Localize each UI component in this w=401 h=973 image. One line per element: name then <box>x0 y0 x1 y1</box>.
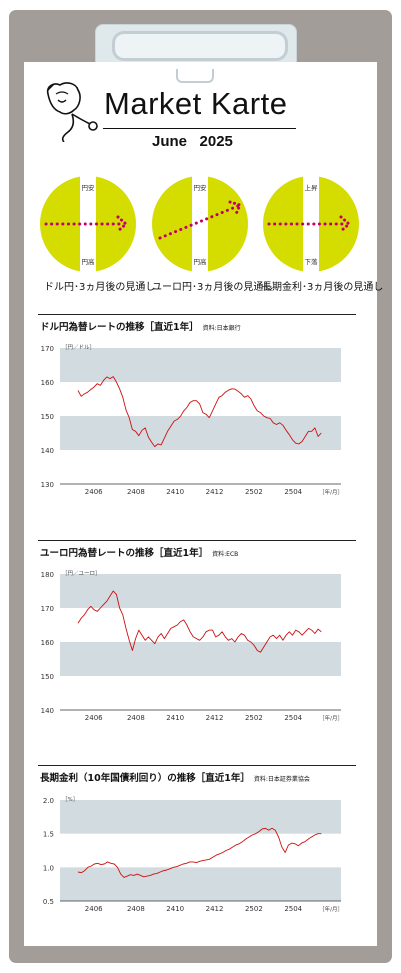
x-tick-label: 2502 <box>245 714 263 722</box>
y-tick-label: 140 <box>41 707 54 715</box>
chart-title-usdjpy: ドル円為替レートの推移［直近1年］ 資料:日本銀行 <box>40 319 241 333</box>
outlook-usdjpy: 円安 円高 <box>40 176 136 272</box>
y-tick-label: 130 <box>41 481 54 489</box>
outlook-eurjpy: 円安 円高 <box>152 176 248 272</box>
series-line <box>77 590 322 653</box>
series-line <box>77 827 322 878</box>
outlook-bottom-label: 円高 <box>194 257 208 266</box>
section-rule <box>38 540 356 541</box>
x-tick-label: 2406 <box>85 905 103 913</box>
outlook-arrow-flat <box>44 215 129 233</box>
x-unit-label: ［年/月］ <box>319 905 343 913</box>
outlook-top-label: 上昇 <box>305 183 319 192</box>
chart-title-jgb: 長期金利（10年国債利回り）の推移［直近1年］ 資料:日本証券業協会 <box>40 770 310 784</box>
y-tick-label: 0.5 <box>43 898 54 906</box>
y-tick-label: 1.5 <box>43 831 54 839</box>
page-title: Market Karte <box>104 86 288 121</box>
chart-title-text: ドル円為替レートの推移［直近1年］ <box>40 322 199 333</box>
jgb-yield-chart: 0.5 1.0 1.5 2.0 ［%］ 2406 2408 2410 2412 2502 2504 ［… <box>43 796 343 913</box>
x-tick-label: 2406 <box>85 488 103 496</box>
chart-band <box>60 348 341 382</box>
x-tick-label: 2408 <box>127 905 145 913</box>
y-tick-label: 160 <box>41 639 54 647</box>
chart-source: 資料:日本銀行 <box>202 325 241 332</box>
x-tick-label: 2504 <box>284 488 302 496</box>
outlook-bottom-label: 円高 <box>82 257 96 266</box>
y-tick-label: 170 <box>41 605 54 613</box>
x-tick-label: 2502 <box>245 905 263 913</box>
x-tick-label: 2504 <box>284 714 302 722</box>
y-tick-label: 150 <box>41 413 54 421</box>
outlook-arrow-up <box>158 200 243 240</box>
y-unit-label: ［円／ユーロ］ <box>62 570 101 577</box>
x-tick-label: 2410 <box>166 714 184 722</box>
chart-band <box>60 416 341 450</box>
eurjpy-chart: 140 150 160 170 180 ［円／ユーロ］ 2406 2408 2410 2412 25… <box>41 570 343 722</box>
outlook-bottom-label: 下落 <box>305 257 319 266</box>
x-tick-label: 2412 <box>206 905 224 913</box>
clip-ring <box>112 31 288 61</box>
x-tick-label: 2408 <box>127 488 145 496</box>
chart-band <box>60 867 341 901</box>
y-tick-label: 140 <box>41 447 54 455</box>
outlook-axis <box>80 176 96 272</box>
chart-source: 資料:日本証券業協会 <box>253 776 310 783</box>
outlook-axis <box>192 176 208 272</box>
y-tick-label: 160 <box>41 379 54 387</box>
x-unit-label: ［年/月］ <box>319 714 343 722</box>
outlook-caption-usdjpy: ドル円･3ヵ月後の見通し <box>44 282 156 293</box>
chart-band <box>60 800 341 834</box>
x-tick-label: 2502 <box>245 488 263 496</box>
year-label: 2025 <box>199 133 233 150</box>
y-tick-label: 180 <box>41 571 54 579</box>
month-label: June <box>152 133 188 150</box>
usdjpy-chart: 130 140 150 160 170 ［円／ドル］ 2406 2408 2410 2412 250… <box>41 344 343 496</box>
y-tick-label: 2.0 <box>43 797 54 805</box>
page-date: June 2025 <box>152 133 233 150</box>
outlook-caption-jgb: 長期金利･3ヵ月後の見通し <box>262 282 384 293</box>
outlook-axis <box>303 176 319 272</box>
title-underline <box>103 128 296 129</box>
x-tick-label: 2410 <box>166 488 184 496</box>
x-tick-label: 2406 <box>85 714 103 722</box>
x-unit-label: ［年/月］ <box>319 488 343 496</box>
section-rule <box>38 765 356 766</box>
y-tick-label: 150 <box>41 673 54 681</box>
y-unit-label: ［%］ <box>62 796 78 803</box>
x-tick-label: 2412 <box>206 488 224 496</box>
x-tick-label: 2412 <box>206 714 224 722</box>
outlook-arrow-flat <box>267 215 352 233</box>
y-unit-label: ［円／ドル］ <box>62 344 95 351</box>
chart-source: 資料:ECB <box>212 551 239 558</box>
series-line <box>77 376 322 448</box>
stethoscope-logo-icon <box>46 82 98 142</box>
chart-title-text: ユーロ円為替レートの推移［直近1年］ <box>40 548 209 559</box>
outlook-top-label: 円安 <box>194 183 208 192</box>
outlook-top-label: 円安 <box>82 183 96 192</box>
chart-title-eurjpy: ユーロ円為替レートの推移［直近1年］ 資料:ECB <box>40 545 238 559</box>
chart-title-text: 長期金利（10年国債利回り）の推移［直近1年］ <box>40 773 250 784</box>
outlook-caption-eurjpy: ユーロ円･3ヵ月後の見通し <box>152 282 274 293</box>
section-rule <box>38 314 356 315</box>
x-tick-label: 2408 <box>127 714 145 722</box>
chart-band <box>60 642 341 676</box>
x-tick-label: 2504 <box>284 905 302 913</box>
x-tick-label: 2410 <box>166 905 184 913</box>
chart-band <box>60 574 341 608</box>
outlook-jgb: 上昇 下落 <box>263 176 359 272</box>
y-tick-label: 1.0 <box>43 864 54 872</box>
y-tick-label: 170 <box>41 345 54 353</box>
clip-tab <box>176 69 214 83</box>
